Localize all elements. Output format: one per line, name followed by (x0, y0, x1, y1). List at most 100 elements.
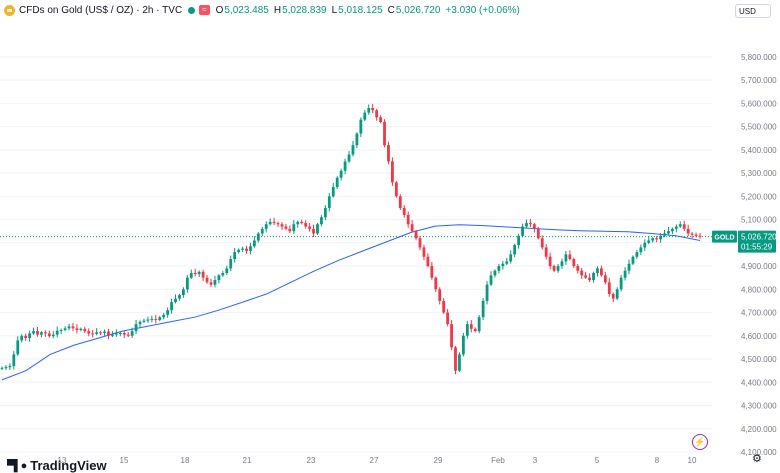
candle-body (631, 256, 635, 264)
candle-body (588, 277, 591, 280)
candle-body (40, 332, 43, 335)
candle-body (221, 273, 225, 276)
candle-body (67, 326, 71, 329)
candle-body (647, 240, 651, 243)
candle-body (379, 117, 382, 122)
candle-body (600, 268, 603, 276)
candle-body (0, 367, 4, 369)
x-tick-label: 5 (595, 456, 600, 465)
candle-body (406, 214, 410, 225)
currency-selector[interactable]: USD (735, 4, 771, 18)
candle-body (351, 145, 355, 155)
candle-body (217, 275, 221, 280)
y-tick-label: 4,500.000 (741, 355, 777, 364)
candle-body (698, 235, 702, 237)
candle-body (71, 326, 75, 329)
x-tick-label: 27 (370, 456, 379, 465)
price-tag-bg (738, 230, 776, 253)
candle-body (643, 242, 647, 248)
x-tick-label: 21 (243, 456, 252, 465)
open-value: 5,023.485 (224, 4, 269, 16)
candle-body (485, 284, 489, 301)
gold-coin-icon (4, 4, 15, 16)
y-tick-label: 5,100.000 (741, 216, 777, 225)
candle-body (300, 221, 304, 224)
symbol-tag: GOLD (714, 235, 734, 242)
candle-body (438, 289, 442, 301)
candle-body (331, 187, 335, 197)
candle-body (335, 177, 339, 188)
candle-body (536, 228, 540, 239)
candle-body (596, 268, 599, 274)
candle-body (170, 302, 173, 311)
candle-body (501, 263, 505, 267)
candle-body (24, 335, 28, 339)
candle-body (28, 333, 32, 339)
candle-body (63, 328, 67, 330)
candle-body (292, 224, 296, 232)
settings-gear-icon[interactable]: ⚙ (752, 453, 762, 465)
candle-body (493, 270, 497, 276)
candle-body (189, 273, 193, 278)
candle-body (363, 112, 367, 120)
candle-body (473, 328, 477, 332)
candle-body (525, 223, 528, 227)
candle-body (320, 217, 323, 225)
y-tick-label: 4,600.000 (741, 332, 777, 341)
candle-body (233, 252, 237, 260)
candle-body (387, 145, 390, 162)
candle-body (458, 354, 461, 371)
candle-body (682, 224, 686, 229)
candle-body (205, 277, 209, 283)
candle-body (20, 335, 24, 341)
close-value: 5,026.720 (395, 4, 441, 16)
candle-body (394, 182, 398, 197)
candle-body (611, 293, 615, 299)
candle-body (138, 321, 142, 325)
candle-body (670, 228, 674, 232)
candle-body (296, 221, 300, 225)
x-tick-label: 10 (688, 456, 697, 465)
y-tick-label: 4,400.000 (741, 378, 777, 387)
candle-body (627, 263, 631, 271)
candle-body (122, 332, 126, 335)
y-tick-label: 5,200.000 (741, 192, 777, 201)
candle-body (418, 238, 422, 248)
delayed-data-badge[interactable]: ≈ (199, 5, 210, 15)
candle-body (316, 224, 319, 234)
y-tick-label: 4,800.000 (741, 285, 777, 294)
y-tick-label: 4,300.000 (741, 402, 777, 411)
candle-body (556, 266, 560, 271)
candle-body (249, 246, 252, 251)
candle-body (576, 266, 580, 271)
candle-body (276, 223, 280, 225)
lightning-icon[interactable]: ⚡ (692, 434, 708, 450)
candle-body (288, 228, 292, 232)
x-tick-label: 8 (655, 456, 660, 465)
candle-body (686, 228, 690, 234)
y-tick-label: 5,700.000 (741, 76, 777, 85)
candle-body (185, 277, 189, 290)
candle-body (343, 161, 347, 171)
candle-body (497, 266, 501, 271)
symbol-title[interactable]: CFDs on Gold (US$ / OZ) · 2h · TVC (19, 4, 183, 16)
candle-body (178, 295, 181, 299)
last-price-label: 5,026.720 (741, 233, 777, 242)
candle-body (327, 196, 331, 208)
candle-body (450, 324, 453, 348)
candle-body (51, 334, 55, 337)
candle-body (607, 282, 611, 294)
candle-body (635, 252, 639, 257)
candle-body (371, 108, 375, 111)
candle-body (245, 248, 248, 251)
candle-body (347, 154, 351, 162)
candle-body (193, 273, 197, 275)
candle-body (83, 328, 87, 332)
candle-body (564, 254, 568, 262)
candle-body (651, 238, 655, 241)
candle-body (383, 121, 386, 146)
candle-body (158, 317, 162, 320)
candle-body (584, 275, 588, 278)
candle-body (572, 259, 576, 267)
